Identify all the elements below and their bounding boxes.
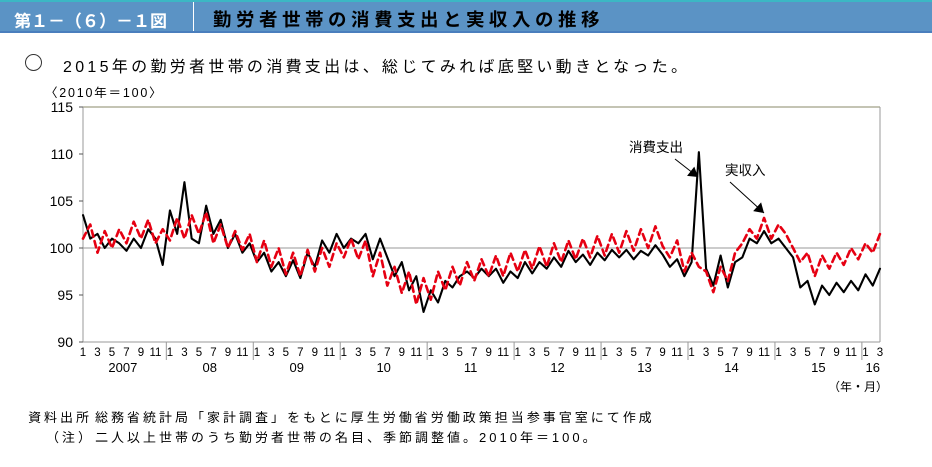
svg-text:9: 9: [312, 347, 318, 359]
svg-text:16: 16: [866, 360, 880, 375]
svg-text:3: 3: [529, 347, 535, 359]
svg-text:1: 1: [167, 347, 173, 359]
svg-text:5: 5: [457, 347, 463, 359]
svg-text:9: 9: [399, 347, 405, 359]
svg-text:11: 11: [671, 347, 683, 359]
svg-text:12: 12: [550, 360, 564, 375]
svg-text:1: 1: [515, 347, 521, 359]
svg-text:9: 9: [746, 347, 752, 359]
svg-text:11: 11: [845, 347, 857, 359]
svg-text:90: 90: [57, 334, 73, 350]
svg-text:7: 7: [819, 347, 825, 359]
svg-text:15: 15: [811, 360, 825, 375]
svg-text:110: 110: [51, 146, 74, 162]
svg-text:5: 5: [717, 347, 723, 359]
svg-text:105: 105: [50, 193, 74, 209]
svg-text:7: 7: [645, 347, 651, 359]
svg-text:5: 5: [196, 347, 202, 359]
svg-text:9: 9: [659, 347, 665, 359]
svg-text:1: 1: [341, 347, 347, 359]
svg-text:1: 1: [688, 347, 694, 359]
svg-text:5: 5: [109, 347, 115, 359]
svg-text:9: 9: [486, 347, 492, 359]
svg-text:11: 11: [323, 347, 335, 359]
svg-text:7: 7: [732, 347, 738, 359]
svg-text:3: 3: [442, 347, 448, 359]
svg-text:5: 5: [804, 347, 810, 359]
svg-text:5: 5: [283, 347, 289, 359]
svg-text:3: 3: [616, 347, 622, 359]
svg-text:7: 7: [558, 347, 564, 359]
svg-text:7: 7: [471, 347, 477, 359]
svg-text:13: 13: [637, 360, 651, 375]
svg-text:9: 9: [138, 347, 144, 359]
svg-text:3: 3: [181, 347, 187, 359]
svg-text:14: 14: [724, 360, 738, 375]
svg-text:3: 3: [877, 347, 883, 359]
svg-text:3: 3: [790, 347, 796, 359]
svg-text:11: 11: [758, 347, 770, 359]
svg-text:09: 09: [290, 360, 304, 375]
svg-text:115: 115: [51, 99, 74, 115]
svg-text:消費支出: 消費支出: [629, 140, 683, 155]
svg-text:1: 1: [428, 347, 434, 359]
svg-text:3: 3: [268, 347, 274, 359]
svg-text:3: 3: [355, 347, 361, 359]
svg-text:9: 9: [572, 347, 578, 359]
svg-text:95: 95: [57, 287, 73, 303]
svg-text:1: 1: [775, 347, 781, 359]
svg-text:11: 11: [410, 347, 422, 359]
svg-text:7: 7: [384, 347, 390, 359]
svg-text:11: 11: [584, 347, 596, 359]
svg-text:11: 11: [464, 360, 478, 375]
svg-text:08: 08: [203, 360, 217, 375]
svg-text:5: 5: [630, 347, 636, 359]
svg-text:2007: 2007: [108, 360, 137, 375]
svg-text:1: 1: [254, 347, 260, 359]
svg-text:1: 1: [80, 347, 86, 359]
svg-text:9: 9: [225, 347, 231, 359]
svg-text:1: 1: [601, 347, 607, 359]
svg-text:7: 7: [210, 347, 216, 359]
svg-text:11: 11: [236, 347, 248, 359]
svg-text:7: 7: [297, 347, 303, 359]
svg-text:5: 5: [370, 347, 376, 359]
svg-text:9: 9: [833, 347, 839, 359]
svg-text:11: 11: [497, 347, 509, 359]
svg-text:10: 10: [376, 360, 390, 375]
svg-text:7: 7: [123, 347, 129, 359]
svg-text:5: 5: [544, 347, 550, 359]
svg-text:実収入: 実収入: [725, 163, 766, 178]
svg-text:100: 100: [50, 240, 74, 256]
svg-text:3: 3: [94, 347, 100, 359]
svg-text:1: 1: [862, 347, 868, 359]
svg-text:3: 3: [703, 347, 709, 359]
svg-text:11: 11: [149, 347, 161, 359]
